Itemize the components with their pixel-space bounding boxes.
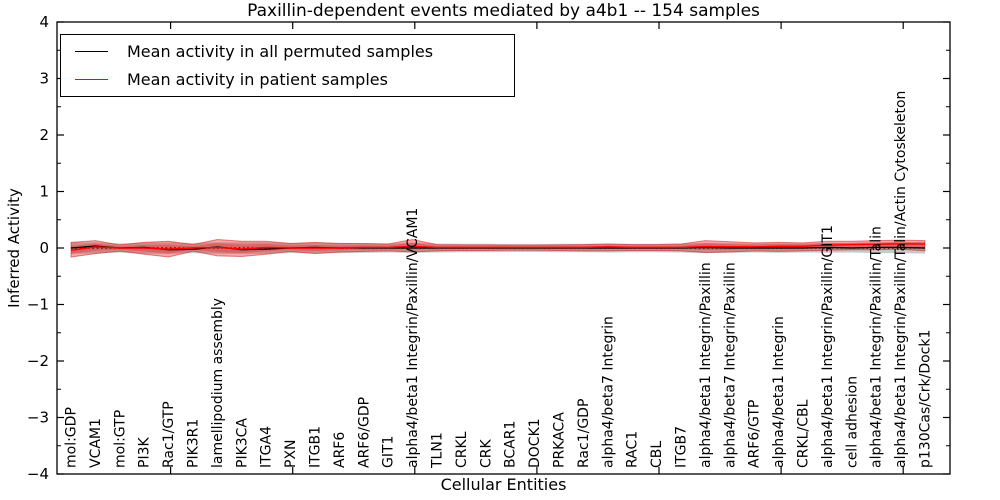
x-tick-label: ARF6/GDP: [356, 397, 372, 468]
x-tick-label: GIT1: [381, 436, 397, 468]
y-tick-label: −4: [27, 465, 49, 483]
x-tick-label: PI3K: [137, 437, 153, 468]
permuted-line-swatch: [75, 51, 108, 52]
x-tick-label: CRK: [478, 438, 494, 468]
legend-label: Mean activity in all permuted samples: [127, 42, 434, 61]
legend-label: Mean activity in patient samples: [127, 70, 388, 89]
x-tick-label: RAC1: [625, 431, 641, 468]
y-tick-label: 1: [39, 183, 49, 201]
x-tick-label: alpha4/beta1 Integrin/Paxillin: [698, 262, 714, 468]
x-tick-label: Rac1/GDP: [576, 399, 592, 468]
x-tick-label: lamellipodium assembly: [210, 298, 226, 468]
x-tick-label: ITGB1: [308, 426, 324, 468]
x-tick-label: alpha4/beta1 Integrin/Paxillin/VCAM1: [405, 208, 421, 468]
x-tick-label: CRKL: [454, 431, 470, 468]
x-tick-label: CRKL/CBL: [796, 399, 812, 468]
x-tick-label: alpha4/beta1 Integrin/Paxillin/GIT1: [820, 225, 836, 468]
x-axis-label: Cellular Entities: [440, 475, 567, 494]
y-tick-label: −3: [27, 409, 49, 427]
x-tick-label: PRKACA: [552, 412, 568, 468]
y-tick-label: 2: [39, 126, 49, 144]
x-tick-label: alpha4/beta1 Integrin/Paxillin/Talin/Act…: [893, 91, 909, 468]
legend-item-patient: Mean activity in patient samples: [61, 66, 514, 94]
legend: Mean activity in all permuted samples Me…: [60, 34, 515, 97]
x-tick-label: ITGA4: [259, 426, 275, 468]
legend-item-permuted: Mean activity in all permuted samples: [61, 38, 514, 66]
x-tick-label: PIK3R1: [186, 419, 202, 468]
x-tick-label: alpha4/beta1 Integrin/Paxillin/Talin: [869, 226, 885, 468]
y-tick-label: 4: [39, 13, 49, 31]
x-tick-label: DOCK1: [527, 418, 543, 468]
x-tick-label: cell adhesion: [844, 376, 860, 468]
x-tick-label: CBL: [649, 441, 665, 468]
x-tick-label: ARF6: [332, 432, 348, 468]
x-tick-label: alpha4/beta7 Integrin/Paxillin: [722, 262, 738, 468]
x-tick-label: alpha4/beta1 Integrin: [771, 316, 787, 468]
x-tick-label: PIK3CA: [234, 418, 250, 468]
y-tick-label: 3: [39, 70, 49, 88]
x-tick-label: VCAM1: [88, 418, 104, 468]
y-axis-label: Inferred Activity: [5, 188, 23, 308]
x-tick-label: BCAR1: [503, 421, 519, 468]
x-tick-label: mol:GTP: [112, 410, 128, 468]
x-tick-label: PXN: [283, 439, 299, 468]
patient-line-swatch: [75, 79, 108, 80]
x-tick-label: p130Cas/Crk/Dock1: [918, 330, 934, 468]
x-tick-label: ARF6/GTP: [747, 400, 763, 468]
x-tick-label: TLN1: [430, 432, 446, 469]
chart-title: Paxillin-dependent events mediated by a4…: [247, 1, 760, 21]
y-tick-label: 0: [39, 239, 49, 257]
y-tick-label: −2: [27, 352, 49, 370]
x-tick-label: mol:GDP: [64, 407, 80, 468]
x-tick-label: alpha4/beta7 Integrin: [600, 316, 616, 468]
x-tick-label: ITGB7: [674, 426, 690, 468]
patient-mean-line: [70, 243, 926, 251]
x-tick-label: Rac1/GTP: [161, 401, 177, 468]
y-tick-label: −1: [27, 296, 49, 314]
